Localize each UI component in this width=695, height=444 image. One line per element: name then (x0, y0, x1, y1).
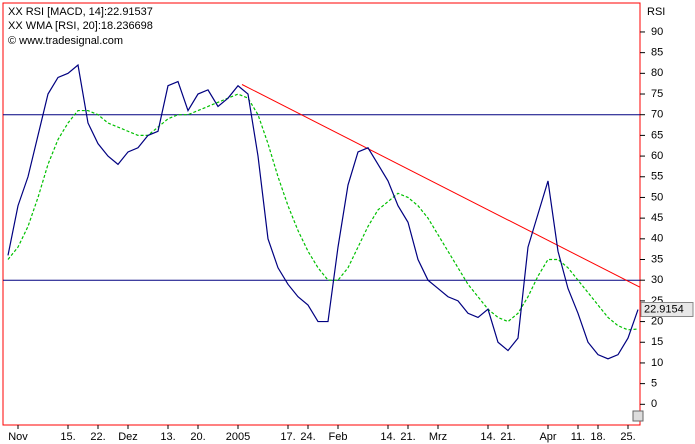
y-tick-label: 35 (651, 253, 663, 265)
x-tick-label: 17. (280, 431, 295, 443)
resize-handle (632, 410, 644, 422)
copyright: © www.tradesignal.com (8, 35, 123, 47)
series-line (7, 63, 639, 360)
x-tick-label: 21. (500, 431, 515, 443)
x-tick-label: 14. (480, 431, 495, 443)
y-tick-label: 45 (651, 212, 663, 224)
y-tick-label: 5 (651, 378, 657, 390)
last-value-label: 22.9154 (644, 303, 684, 315)
x-tick-label: 11. (571, 431, 585, 443)
y-tick-label: 15 (651, 336, 663, 348)
y-tick-label: 90 (651, 26, 663, 38)
x-tick-label: 22. (90, 431, 105, 443)
trend-line (241, 84, 641, 288)
x-tick-label: 21. (400, 431, 415, 443)
legend-entry: XX RSI [MACD, 14]:22.91537 (8, 6, 153, 18)
y-tick-label: 10 (651, 357, 663, 369)
x-tick-label: 20. (190, 431, 205, 443)
x-tick-label: 15. (60, 431, 75, 443)
legend-entry: XX WMA [RSI, 20]:18.236698 (8, 20, 153, 32)
series-line (7, 93, 639, 331)
x-tick-label: 18. (590, 431, 605, 443)
x-tick-label: Dez (118, 431, 138, 443)
x-tick-label: 13. (160, 431, 175, 443)
y-tick-label: 70 (651, 109, 663, 121)
y-tick-label: 85 (651, 47, 663, 59)
y-tick-label: 20 (651, 315, 663, 327)
y-tick-label: 50 (651, 191, 663, 203)
x-tick-label: Apr (539, 431, 556, 443)
y-tick-label: 65 (651, 129, 663, 141)
x-tick-label: 25. (620, 431, 635, 443)
y-tick-label: 60 (651, 150, 663, 162)
y-tick-label: 55 (651, 171, 663, 183)
x-tick-label: Feb (329, 431, 348, 443)
x-tick-label: 14. (380, 431, 395, 443)
x-tick-label: Mrz (429, 431, 447, 443)
y-tick-label: 75 (651, 88, 663, 100)
last-value-box (640, 302, 694, 318)
y-tick-label: 40 (651, 233, 663, 245)
plot-frame (2, 2, 641, 426)
y-tick-label: 0 (651, 398, 657, 410)
y-axis-label: RSI (647, 6, 665, 18)
x-tick-label: 2005 (226, 431, 250, 443)
x-tick-label: 24. (300, 431, 315, 443)
y-tick-label: 80 (651, 67, 663, 79)
x-tick-label: Nov (8, 431, 28, 443)
y-tick-label: 30 (651, 274, 663, 286)
